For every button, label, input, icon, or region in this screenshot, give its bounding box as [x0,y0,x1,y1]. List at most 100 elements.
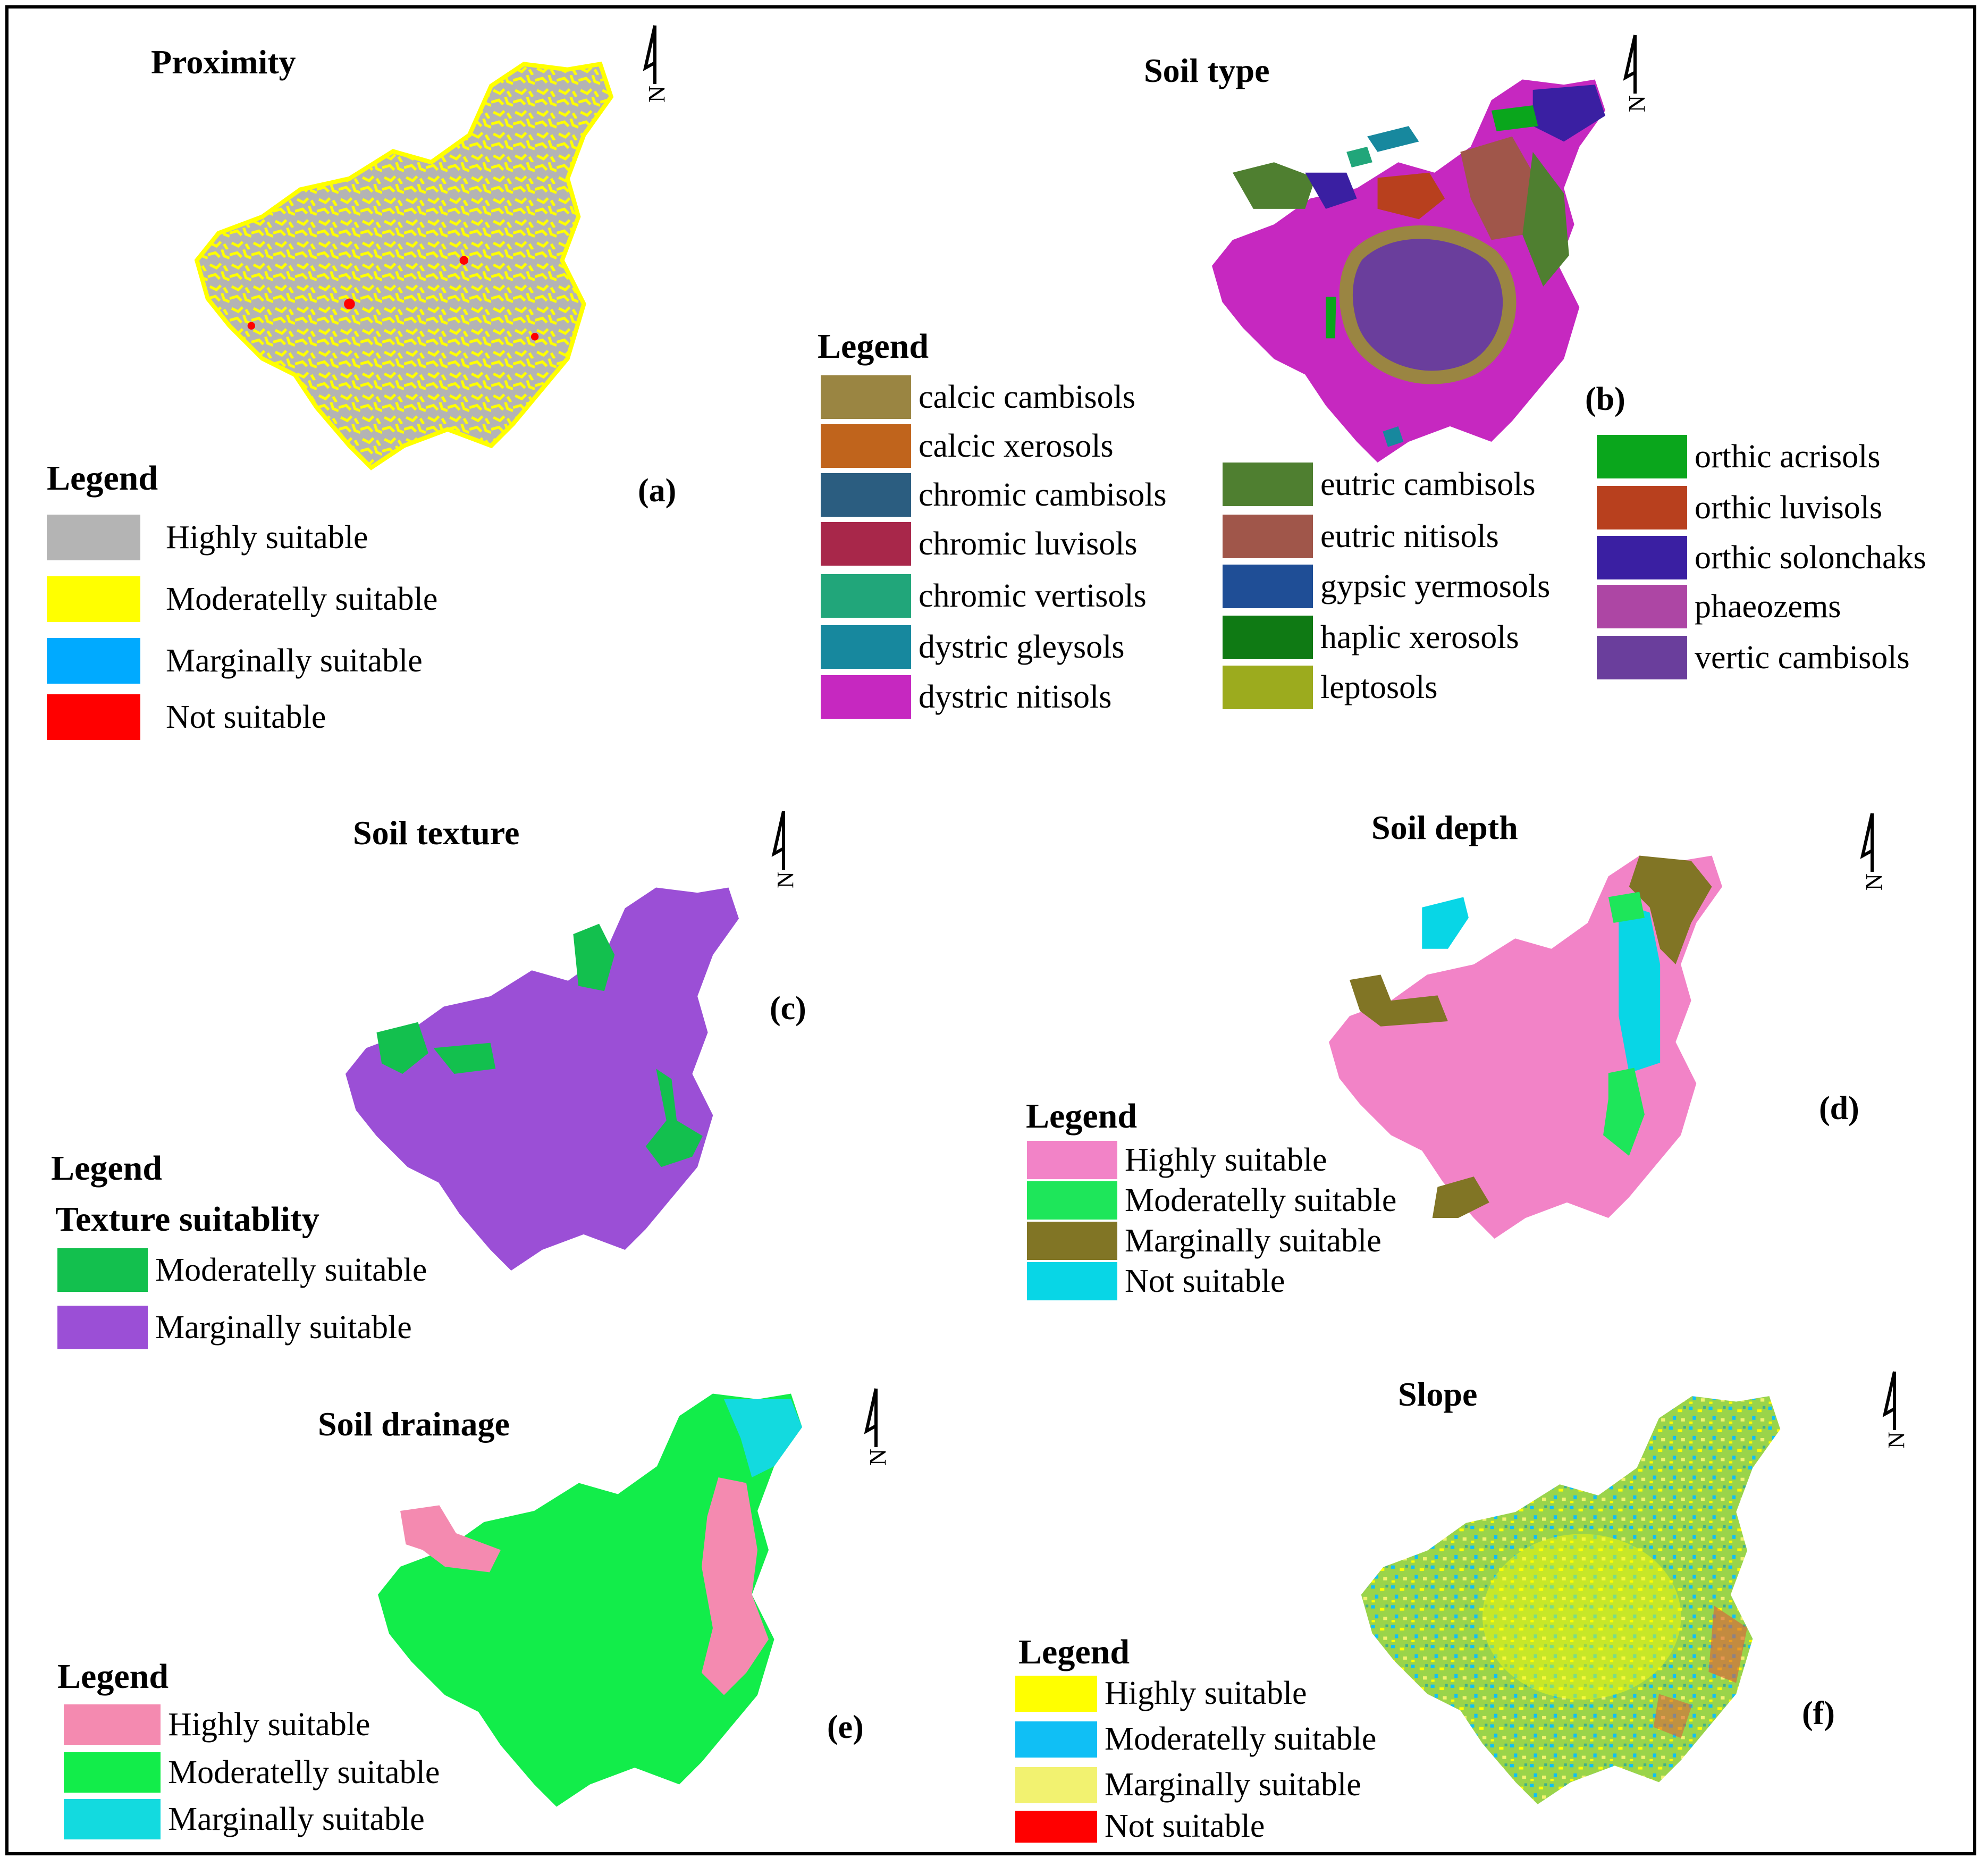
legend-label: chromic vertisols [919,577,1147,614]
legend-item: Marginally suitable [64,1799,425,1839]
legend-label: chromic luvisols [919,525,1138,562]
legend-item: dystric nitisols [821,675,1111,719]
legend-swatch [57,1248,148,1292]
panel-title: Soil texture [353,814,520,852]
legend-label: calcic xerosols [919,427,1114,464]
svg-text:N: N [1883,1432,1909,1449]
legend-swatch [1015,1721,1097,1758]
legend-swatch [47,515,140,560]
legend-label: eutric nitisols [1320,518,1499,554]
legend-item: chromic vertisols [821,574,1147,618]
soil-type-map [1212,79,1605,463]
legend-label: Marginally suitable [1125,1222,1382,1259]
legend-item: gypsic yermosols [1223,565,1550,608]
legend-item: Marginally suitable [47,638,423,684]
panel-label: (e) [827,1709,864,1745]
panel-label: (a) [638,473,677,509]
legend-item: Moderatelly suitable [1027,1181,1396,1220]
legend-label: phaeozems [1695,588,1841,625]
svg-text:N: N [644,86,670,103]
legend-swatch [1223,666,1313,709]
legend-swatch [1015,1767,1097,1803]
legend-item: Marginally suitable [1027,1222,1382,1260]
legend-item: calcic cambisols [821,375,1135,419]
svg-text:N: N [1624,95,1650,112]
legend-item: eutric cambisols [1223,463,1536,506]
legend-item: Highly suitable [47,515,368,560]
legend-label: Moderatelly suitable [1105,1721,1377,1757]
legend-label: haplic xerosols [1320,619,1519,655]
legend-label: orthic solonchaks [1695,539,1926,576]
legend-label: Not suitable [1105,1808,1265,1844]
legend-swatch [821,424,911,468]
legend-label: Highly suitable [168,1706,370,1743]
legend-item: haplic xerosols [1223,616,1519,659]
legend-swatch [1223,565,1313,608]
legend-item: Moderatelly suitable [1015,1720,1376,1758]
legend-swatch [1597,486,1687,529]
legend-item: Moderatelly suitable [57,1248,427,1292]
legend-swatch [821,675,911,719]
legend-item: Moderatelly suitable [64,1752,440,1793]
slope-map [1361,1396,1781,1804]
legend-swatch [47,638,140,684]
legend-item: eutric nitisols [1223,515,1499,558]
soil-depth-map [1329,855,1722,1239]
panel-label: (b) [1585,381,1625,417]
north-arrow-icon: N [864,1388,891,1466]
legend-item: Highly suitable [1027,1141,1327,1179]
legend-heading: Legend [51,1149,163,1188]
legend-item: leptosols [1223,666,1437,709]
legend-label: Marginally suitable [166,642,423,679]
legend-label: Marginally suitable [155,1309,412,1346]
legend-item: Marginally suitable [57,1306,412,1349]
legend-swatch [64,1752,161,1793]
legend-swatch [1027,1222,1117,1260]
legend-label: Highly suitable [166,519,368,556]
legend-heading: Legend [1018,1633,1130,1671]
legend-item: Not suitable [1015,1808,1265,1845]
legend-label: Moderatelly suitable [155,1251,427,1288]
legend-swatch [821,473,911,517]
panel-label: (d) [1819,1090,1859,1127]
legend-label: vertic cambisols [1695,639,1910,676]
svg-text:N: N [772,871,798,888]
legend-item: Not suitable [1027,1262,1285,1300]
legend-swatch [821,574,911,618]
legend-label: Moderatelly suitable [166,581,438,617]
legend-swatch [1223,515,1313,558]
legend-item: calcic xerosols [821,424,1114,468]
legend-label: eutric cambisols [1320,466,1536,502]
legend-item: Marginally suitable [1015,1766,1361,1804]
panel-title: Soil depth [1371,809,1518,846]
legend-label: Highly suitable [1105,1675,1307,1711]
legend-swatch [1597,636,1687,679]
legend-swatch [47,694,140,740]
legend-swatch [1597,585,1687,628]
svg-text:N: N [865,1449,891,1466]
legend-swatch [1027,1262,1117,1300]
legend-item: phaeozems [1597,585,1841,628]
legend-swatch [1597,536,1687,579]
legend-label: chromic cambisols [919,476,1167,513]
legend-heading: Legend [57,1657,169,1696]
legend-subheading: Texture suitablity [55,1200,319,1239]
legend-item: orthic solonchaks [1597,536,1926,579]
legend-item: Highly suitable [64,1704,370,1745]
legend-item: vertic cambisols [1597,636,1910,679]
legend-swatch [821,375,911,419]
north-arrow-icon: N [643,25,670,103]
legend-item: Not suitable [47,694,326,740]
north-arrow-icon: N [1882,1371,1909,1449]
panel-label: (f) [1802,1695,1835,1731]
legend-heading: Legend [47,459,158,498]
legend-swatch [64,1799,161,1839]
soil-drainage-map [378,1393,802,1807]
legend-label: Not suitable [1125,1263,1285,1299]
legend-label: Marginally suitable [168,1801,425,1837]
legend-label: Moderatelly suitable [168,1754,440,1791]
legend-swatch [1027,1181,1117,1220]
legend-heading: Legend [818,327,929,366]
legend-swatch [1223,616,1313,659]
panel-label: (c) [770,990,806,1027]
